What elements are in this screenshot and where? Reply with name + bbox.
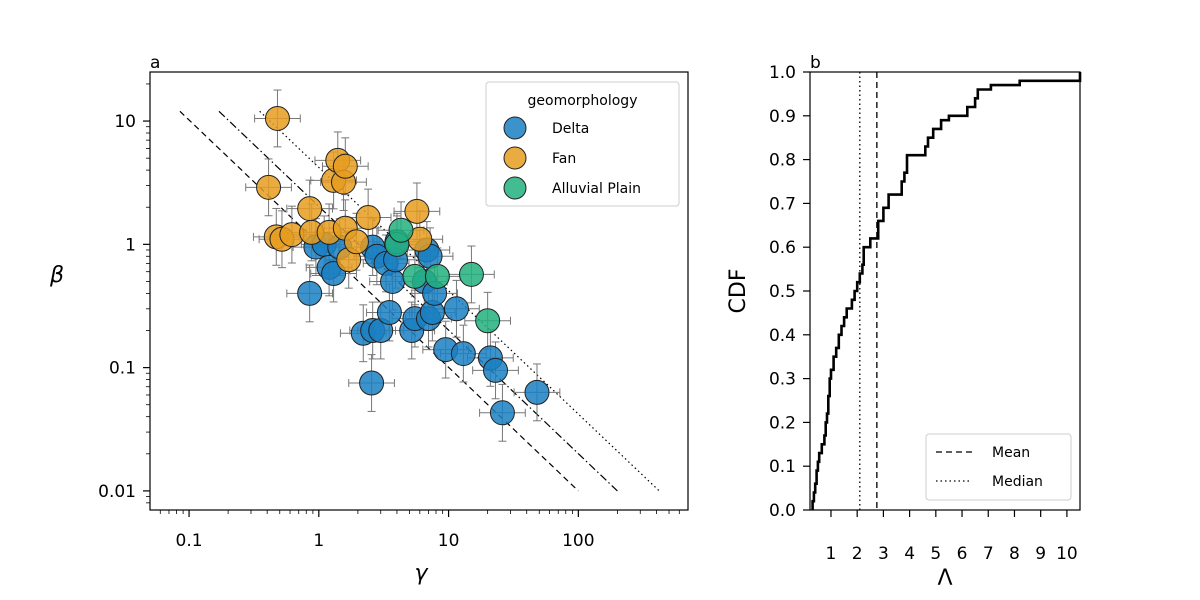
- cdf-panel: 1 2 3 4 5 6 7 8 9 10 0.0 0.1 0.2 0.3 0.4 0.5 0.6 0.7 0.8 0.…: [726, 53, 1082, 591]
- x-tick-label: 1: [313, 531, 324, 551]
- point-delta: [483, 357, 509, 383]
- x-tick-label: 5: [930, 544, 941, 564]
- x-tick-label: 4: [904, 544, 915, 564]
- panel-label: b: [810, 53, 821, 73]
- x-tick-label: 6: [957, 544, 968, 564]
- y-tick-label: 0.5: [769, 282, 796, 302]
- y-tick-label: 0.6: [769, 238, 796, 258]
- point-delta: [524, 379, 550, 405]
- y-tick-label: 0.3: [769, 370, 796, 390]
- y-tick-label: 0.0: [769, 501, 796, 521]
- panel-label: a: [150, 53, 160, 73]
- y-tick-label: 0.8: [769, 151, 796, 171]
- point-delta: [489, 400, 515, 426]
- legend-box: [925, 433, 1072, 501]
- point-alluvial-plain: [402, 263, 428, 289]
- y-tick-label: 0.1: [109, 359, 136, 379]
- x-tick-label: 10: [438, 531, 460, 551]
- legend-marker-fan: [503, 146, 527, 170]
- plot-frame: [149, 71, 689, 511]
- legend-label-mean: Mean: [992, 445, 1030, 461]
- point-alluvial-plain: [388, 217, 414, 243]
- data-points: [256, 105, 550, 426]
- legend-marker-alluvial-plain: [503, 176, 527, 200]
- x-tick-label: 0.1: [176, 531, 203, 551]
- point-fan: [256, 174, 282, 200]
- point-alluvial-plain: [458, 261, 484, 287]
- reference-line-dashed: [179, 110, 579, 492]
- legend-title: geomorphology: [528, 93, 638, 109]
- x-tick-label: 1: [826, 544, 837, 564]
- legend-label-median: Median: [992, 474, 1043, 490]
- legend-marker-delta: [503, 116, 527, 140]
- point-fan: [332, 153, 358, 179]
- reference-line-dashdot: [218, 110, 618, 492]
- point-delta: [359, 370, 385, 396]
- point-fan: [343, 229, 369, 255]
- point-delta: [443, 296, 469, 322]
- x-tick-label: 8: [1009, 544, 1020, 564]
- y-tick-label: 0.4: [769, 326, 796, 346]
- x-tick-label: 100: [562, 531, 594, 551]
- legend-label-fan: Fan: [552, 151, 576, 167]
- y-tick-label: 1: [125, 235, 136, 255]
- point-delta: [450, 341, 476, 367]
- y-axis-title: β: [49, 263, 64, 288]
- y-tick-label: 1.0: [769, 63, 796, 83]
- x-tick-label: 10: [1056, 544, 1078, 564]
- point-alluvial-plain: [475, 308, 501, 334]
- legend-label-delta: Delta: [552, 121, 589, 137]
- scatter-panel: 0.1 1 10 100 0.01 0.1 1 10 γ β a geomorphology Delta…: [49, 53, 689, 586]
- point-alluvial-plain: [424, 263, 450, 289]
- point-delta: [376, 299, 402, 325]
- x-axis-title: Λ: [937, 566, 952, 591]
- y-tick-label: 0.7: [769, 194, 796, 214]
- x-tick-label: 2: [852, 544, 863, 564]
- y-axis-title: CDF: [726, 269, 751, 314]
- y-tick-label: 10: [114, 112, 136, 132]
- point-delta: [380, 268, 406, 294]
- legend-box: [485, 81, 680, 207]
- legend-label-alluvial-plain: Alluvial Plain: [552, 181, 641, 197]
- cdf-line: [811, 72, 1082, 510]
- x-tick-label: 9: [1035, 544, 1046, 564]
- point-fan: [355, 205, 381, 231]
- point-fan: [297, 196, 323, 222]
- x-axis-title: γ: [414, 561, 428, 586]
- point-fan: [404, 198, 430, 224]
- x-tick-label: 7: [983, 544, 994, 564]
- point-fan: [264, 105, 290, 131]
- y-tick-label: 0.01: [98, 482, 136, 502]
- point-delta: [297, 280, 323, 306]
- x-tick-label: 3: [878, 544, 889, 564]
- y-tick-label: 0.1: [769, 457, 796, 477]
- y-tick-label: 0.9: [769, 107, 796, 127]
- y-tick-label: 0.2: [769, 413, 796, 433]
